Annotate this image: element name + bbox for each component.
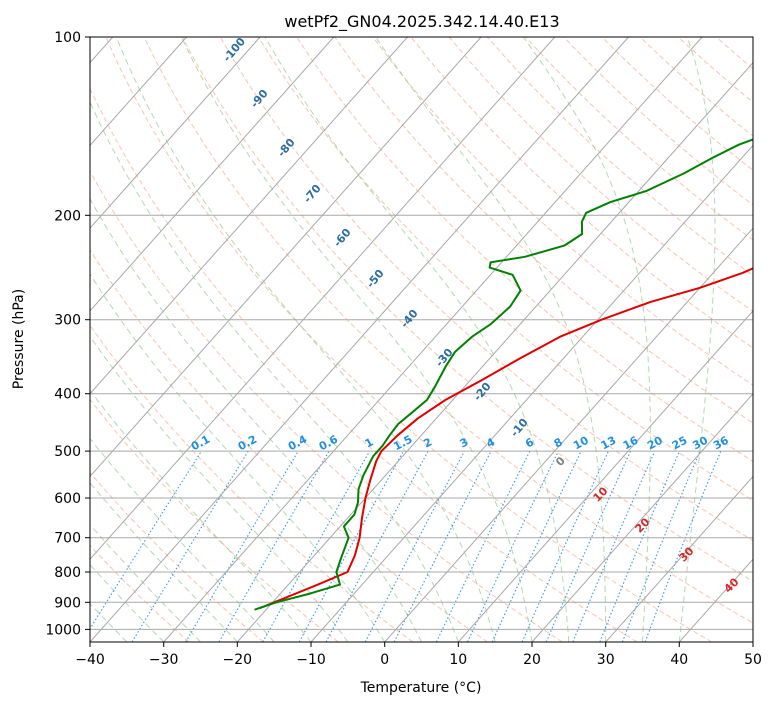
y-tick-label: 700 xyxy=(54,531,81,547)
isotherm-line xyxy=(605,475,753,642)
dry-adiabat-line xyxy=(90,87,638,642)
y-tick-label: 300 xyxy=(54,313,81,329)
grid-lines xyxy=(90,37,753,642)
y-tick-label: 200 xyxy=(54,208,81,224)
dry-adiabat-line xyxy=(90,471,264,642)
x-tick-label: −10 xyxy=(296,652,326,668)
isotherm-line xyxy=(90,37,408,395)
x-tick-label: 10 xyxy=(449,652,467,668)
y-tick-label: 800 xyxy=(54,565,81,581)
x-tick-label: 50 xyxy=(744,652,762,668)
isotherm-line xyxy=(384,227,753,642)
dry-adiabat-line xyxy=(296,37,753,462)
moist-adiabat-line xyxy=(522,37,651,642)
isotherm-line xyxy=(90,37,261,229)
mixing-ratio-label: 10 xyxy=(571,434,591,453)
mixing-ratio-label: 36 xyxy=(711,434,731,453)
x-axis-label: Temperature (°C) xyxy=(360,680,482,696)
mixing-ratio-label: 25 xyxy=(670,434,690,453)
isotherm-line xyxy=(236,61,753,642)
dry-adiabat-line xyxy=(372,37,753,386)
mixing-ratio-line xyxy=(90,450,202,630)
mixing-ratio-line xyxy=(185,450,299,642)
dry-adiabat-line xyxy=(143,37,753,624)
y-axis-label: Pressure (hPa) xyxy=(11,289,27,389)
mixing-ratio-label: 13 xyxy=(599,434,619,453)
isotherm-line xyxy=(90,37,187,147)
moist-adiabat-line xyxy=(180,37,533,642)
moist-adiabat-line xyxy=(90,100,459,642)
x-tick-label: −20 xyxy=(223,652,253,668)
x-tick-label: 40 xyxy=(670,652,688,668)
moist-adiabat-line xyxy=(678,37,716,642)
isotherm-line xyxy=(90,37,482,478)
y-tick-label: 600 xyxy=(54,491,81,507)
mixing-ratio-label: 20 xyxy=(645,434,665,453)
dewpoint-profile-line xyxy=(254,138,753,611)
chart-title: wetPf2_GN04.2025.342.14.40.E13 xyxy=(284,12,559,32)
plot-frame xyxy=(89,36,754,643)
x-tick-label: −40 xyxy=(75,652,105,668)
mixing-ratio-label: 16 xyxy=(621,434,641,453)
isotherm-line xyxy=(310,144,753,642)
isotherm-line xyxy=(90,37,556,560)
plot-area: 0.1 0.2 0.4 0.6 1 1.5 2 3 4 6 8 10 13 16 20 25 30 36-100-… xyxy=(90,37,753,642)
y-tick-label: 100 xyxy=(54,30,81,46)
moist-adiabat-line xyxy=(264,37,570,642)
x-tick-label: −30 xyxy=(149,652,179,668)
isotherm-line xyxy=(163,37,703,642)
mixing-ratio-line xyxy=(435,450,531,642)
isotherm-line xyxy=(457,310,753,642)
dry-adiabat-line xyxy=(90,248,488,642)
mixing-ratio-line xyxy=(572,450,656,642)
isotherm-line xyxy=(90,37,629,642)
x-tick-label: 30 xyxy=(597,652,615,668)
y-tick-label: 400 xyxy=(54,387,81,403)
y-tick-label: 900 xyxy=(54,595,81,611)
dry-adiabat-line xyxy=(257,37,753,502)
y-tick-label: 1000 xyxy=(45,622,81,638)
x-tick-label: 20 xyxy=(523,652,541,668)
mixing-ratio-line xyxy=(364,450,465,642)
y-tick-label: 500 xyxy=(54,444,81,460)
moist-adiabat-line xyxy=(90,482,238,642)
moist-adiabat-line xyxy=(375,37,607,642)
mixing-ratio-line xyxy=(262,450,371,642)
dry-adiabat-line xyxy=(181,37,753,582)
x-tick-label: 0 xyxy=(380,652,389,668)
mixing-ratio-label: 30 xyxy=(690,434,710,453)
moist-adiabat-line xyxy=(90,335,349,642)
moist-adiabat-line xyxy=(90,437,275,642)
isotherm-line xyxy=(90,37,335,312)
dry-adiabat-line xyxy=(90,170,563,642)
profile-series xyxy=(254,138,753,611)
mixing-ratio-line xyxy=(218,450,330,642)
dry-adiabat-line xyxy=(410,37,753,349)
mixing-ratio-line xyxy=(325,450,429,642)
temperature-profile-line xyxy=(259,267,753,609)
moist-adiabat-line xyxy=(90,273,386,642)
isotherm-line xyxy=(531,392,753,642)
axis-ticks: −40 −30 −20 −10 0 10 20 30 40 50 100 200 300 400 500 60… xyxy=(45,30,762,668)
mixing-ratio-line xyxy=(599,450,681,642)
mixing-ratio-line xyxy=(521,450,609,642)
mixing-ratio-line xyxy=(298,450,404,642)
mixing-ratio-line xyxy=(466,450,559,642)
